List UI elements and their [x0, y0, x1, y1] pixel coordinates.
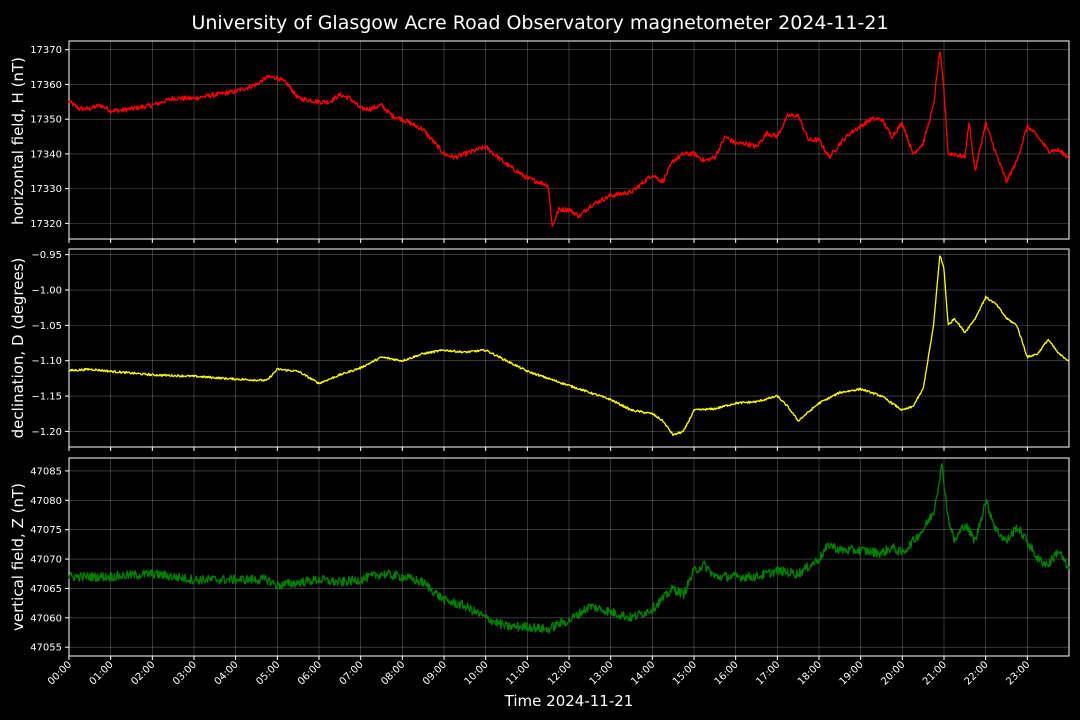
x-tick-label: 01:00: [88, 659, 116, 687]
y-tick-label: −1.10: [31, 356, 62, 367]
x-tick-label: 19:00: [838, 659, 866, 687]
x-axis-label: Time 2024-11-21: [504, 692, 634, 710]
y-tick-label: −0.95: [31, 250, 62, 261]
y-tick-label: 47080: [30, 496, 62, 507]
x-tick-label: 00:00: [46, 659, 74, 687]
y-tick-label: 47075: [30, 525, 62, 536]
y-tick-label: 47060: [30, 613, 62, 624]
y-tick-label: 47065: [30, 584, 62, 595]
y-tick-label: 17350: [30, 115, 62, 126]
x-tick-label: 10:00: [463, 659, 491, 687]
y-axis-label-vertical-field: vertical field, Z (nT): [9, 483, 27, 631]
series-line: [68, 51, 1070, 228]
x-tick-label: 11:00: [504, 659, 532, 687]
x-tick-label: 13:00: [588, 659, 616, 687]
x-tick-label: 20:00: [879, 659, 907, 687]
y-tick-label: 17360: [30, 80, 62, 91]
x-tick-label: 17:00: [754, 659, 782, 687]
x-tick-label: 22:00: [963, 659, 991, 687]
y-tick-label: −1.15: [31, 392, 62, 403]
y-tick-label: 17370: [30, 45, 62, 56]
x-tick-label: 07:00: [338, 659, 366, 687]
y-tick-label: 17330: [30, 184, 62, 195]
x-tick-label: 23:00: [1004, 659, 1032, 687]
series-line: [68, 255, 1070, 437]
x-tick-label: 03:00: [171, 659, 199, 687]
y-tick-label: 17340: [30, 149, 62, 160]
y-tick-label: 47070: [30, 555, 62, 566]
y-axis-label-horizontal-field: horizontal field, H (nT): [9, 57, 27, 225]
x-tick-label: 08:00: [379, 659, 407, 687]
x-tick-label: 21:00: [921, 659, 949, 687]
panel-vertical-field: vertical field, Z (nT) 47055 47060 47065 47…: [9, 457, 1070, 660]
x-tick-label: 16:00: [713, 659, 741, 687]
y-axis-label-declination: declination, D (degrees): [9, 258, 27, 439]
y-tick-label: 47055: [30, 643, 62, 654]
x-axis-ticks: 00:00 01:00 02:00 03:00 04:00 05:00 06:00 07:00…: [46, 659, 1032, 687]
x-tick-label: 05:00: [254, 659, 282, 687]
x-tick-label: 02:00: [129, 659, 157, 687]
series-line: [68, 463, 1070, 635]
x-tick-label: 04:00: [213, 659, 241, 687]
chart-title: University of Glasgow Acre Road Observat…: [191, 12, 888, 34]
panel-horizontal-field: horizontal field, H (nT) 17320 17330 17340…: [9, 40, 1070, 243]
panel-declination: declination, D (degrees) −1.20 −1.15 −1.10…: [9, 248, 1070, 451]
plot-area: [68, 457, 1070, 657]
y-tick-label: −1.00: [31, 286, 62, 297]
x-tick-label: 18:00: [796, 659, 824, 687]
x-tick-label: 15:00: [671, 659, 699, 687]
x-tick-label: 09:00: [421, 659, 449, 687]
x-tick-label: 12:00: [546, 659, 574, 687]
x-tick-label: 14:00: [629, 659, 657, 687]
y-tick-label: −1.20: [31, 427, 62, 438]
y-tick-label: 17320: [30, 219, 62, 230]
y-tick-label: 47085: [30, 466, 62, 477]
x-tick-label: 06:00: [296, 659, 324, 687]
plot-area: [68, 40, 1070, 240]
y-tick-label: −1.05: [31, 321, 62, 332]
plot-area: [68, 248, 1070, 448]
